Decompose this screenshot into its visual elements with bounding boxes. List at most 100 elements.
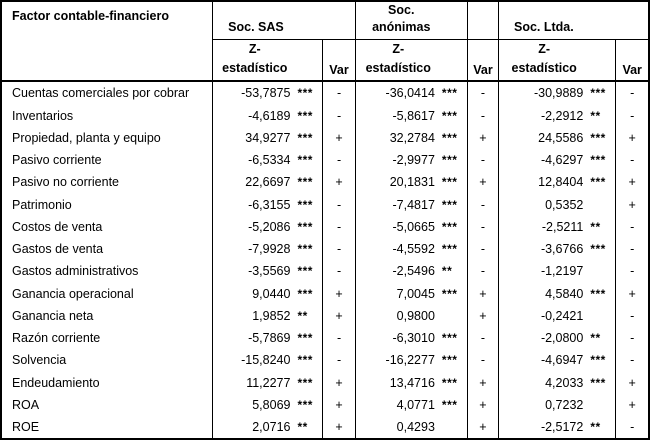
factor-label: ROE — [12, 420, 40, 435]
var-sign-cell: - — [466, 81, 499, 105]
z-statistic-cell: -4,6297 *** — [497, 149, 616, 172]
z-value: 2,0716 — [252, 420, 291, 435]
z-value: 7,0045 — [396, 286, 435, 301]
var-sign-cell: - — [322, 81, 356, 105]
table-row: Ganancia neta 1,9852 ** +0,9800 + -0,2421 - — [1, 304, 649, 327]
var-sign-cell: - — [615, 327, 649, 350]
group-header-soc-sas: Soc. SAS — [212, 1, 356, 40]
var-sign-cell: - — [615, 149, 649, 172]
var-sign-cell: + — [466, 282, 499, 305]
var-sign-cell: + — [322, 171, 356, 194]
var-sign-cell: - — [615, 215, 649, 238]
z-value: -6,3155 — [248, 197, 291, 212]
header-row-measures: Z- estadístico Var Z- estadístico Var Z-… — [1, 39, 649, 83]
z-statistic-cell: 4,2033 *** — [497, 371, 616, 394]
factor-label: Pasivo corriente — [12, 153, 102, 168]
var-sign-cell: + — [322, 416, 356, 440]
significance-stars: *** — [441, 108, 458, 123]
z-value: 20,1831 — [389, 175, 435, 190]
z-statistic-cell: 7,0045 *** — [354, 282, 468, 305]
var-sign-cell: - — [466, 149, 499, 172]
z-statistic-cell: -4,5592 *** — [354, 238, 468, 261]
significance-stars: *** — [297, 219, 313, 234]
table-row: Propiedad, planta y equipo 34,9277 *** +32,… — [1, 126, 649, 149]
factor-label: Propiedad, planta y equipo — [12, 130, 161, 145]
z-value: -2,2912 — [540, 108, 584, 123]
significance-stars: *** — [441, 197, 458, 212]
z-value: -36,0414 — [385, 86, 435, 101]
z-header-line2: estadístico — [222, 60, 288, 75]
significance-stars: ** — [590, 219, 601, 234]
z-value: 9,0440 — [252, 286, 291, 301]
significance-stars: *** — [441, 130, 458, 145]
z-value: -2,9977 — [392, 153, 435, 168]
z-statistic-cell: 5,8069 *** — [212, 393, 323, 416]
var-sign-cell: + — [466, 371, 499, 394]
factor-label: Razón corriente — [12, 331, 101, 346]
z-value: -4,6947 — [540, 353, 584, 368]
factor-label: Cuentas comerciales por cobrar — [12, 86, 190, 101]
var-sign-cell: - — [322, 260, 356, 283]
z-statistic-cell: -5,7869 *** — [212, 327, 323, 350]
z-value: -4,5592 — [392, 242, 435, 257]
z-value: 22,6697 — [245, 175, 291, 190]
z-value: -2,5211 — [541, 219, 584, 234]
z-statistic-cell: -4,6947 *** — [497, 349, 616, 372]
significance-stars: *** — [441, 353, 458, 368]
table-row: Cuentas comerciales por cobrar -53,7875 **… — [1, 81, 649, 105]
z-statistic-cell: 20,1831 *** — [354, 171, 468, 194]
z-value: -5,7869 — [248, 331, 291, 346]
var-sign-cell: - — [466, 238, 499, 261]
z-header-line2: estadístico — [365, 60, 431, 75]
table-row: Solvencia -15,8240 *** - -16,2277 *** - -4,6947… — [1, 349, 649, 372]
table-row: Gastos de venta -7,9928 *** - -4,5592 *** - -3,… — [1, 238, 649, 261]
z-statistic-cell: -6,3155 *** — [212, 193, 323, 216]
significance-stars: *** — [590, 130, 606, 145]
z-header-line1: Z- — [538, 41, 551, 56]
significance-stars: *** — [297, 108, 313, 123]
z-statistic-cell: 0,5352 — [497, 193, 616, 216]
z-statistic-cell: -0,2421 — [497, 304, 616, 327]
var-header-ltda: Var — [615, 39, 649, 83]
z-value: -5,0665 — [392, 219, 435, 234]
z-value: -15,8240 — [241, 353, 291, 368]
z-value: 32,2784 — [389, 130, 435, 145]
table-body: Cuentas comerciales por cobrar -53,7875 **… — [1, 81, 649, 440]
z-statistic-cell: 9,0440 *** — [212, 282, 323, 305]
z-statistic-cell: -5,2086 *** — [212, 215, 323, 238]
z-value: 1,9852 — [252, 308, 291, 323]
significance-stars: *** — [297, 175, 313, 190]
table-row: Patrimonio -6,3155 *** - -7,4817 *** -0,5352 + — [1, 193, 649, 216]
var-sign-cell: + — [466, 304, 499, 327]
group-header-line2: anónimas — [372, 19, 431, 34]
group-header-soc-anonimas: Soc. anónimas — [354, 1, 468, 40]
factor-label: Patrimonio — [12, 197, 72, 212]
group-header-line1: Soc. — [388, 3, 415, 17]
significance-stars: *** — [590, 153, 606, 168]
z-statistic-cell: 12,8404 *** — [497, 171, 616, 194]
significance-stars: *** — [297, 286, 313, 301]
group-header-spacer — [466, 1, 499, 40]
z-statistic-cell: 2,0716 ** — [212, 416, 323, 440]
significance-stars: *** — [441, 397, 458, 412]
significance-stars: *** — [297, 397, 313, 412]
z-statistic-cell: -3,5569 *** — [212, 260, 323, 283]
z-value: 5,8069 — [252, 397, 291, 412]
z-statistic-cell: 0,9800 — [354, 304, 468, 327]
factor-label: Pasivo no corriente — [12, 175, 120, 190]
significance-stars: *** — [590, 375, 606, 390]
var-sign-cell: + — [615, 193, 649, 216]
z-value: -0,2421 — [540, 308, 584, 323]
significance-stars: *** — [441, 175, 458, 190]
z-statistic-cell: -6,3010 *** — [354, 327, 468, 350]
z-header-line2: estadístico — [511, 60, 577, 75]
var-sign-cell: - — [615, 81, 649, 105]
z-value: -30,9889 — [533, 86, 584, 101]
z-statistic-cell: -2,5496 ** — [354, 260, 468, 283]
z-statistic-cell: -6,5334 *** — [212, 149, 323, 172]
var-sign-cell: - — [322, 104, 356, 127]
z-value: -5,2086 — [248, 219, 291, 234]
z-statistic-cell: -15,8240 *** — [212, 349, 323, 372]
table-row: Ganancia operacional 9,0440 *** +7,0045 *** +… — [1, 282, 649, 305]
